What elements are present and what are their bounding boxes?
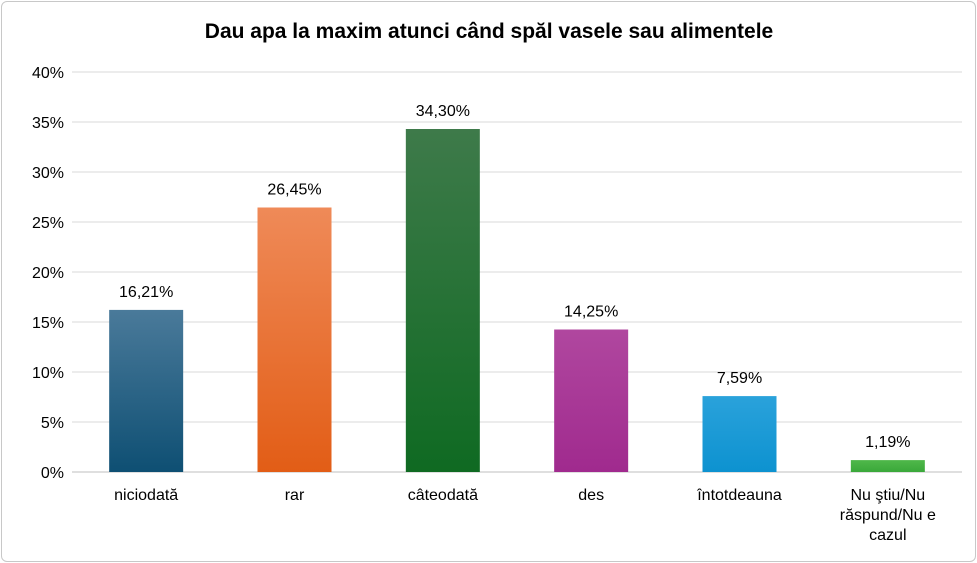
data-label: 14,25%	[564, 304, 618, 321]
x-axis-categories: niciodată rar câteodată des întotdeauna Nu şt…	[114, 487, 936, 544]
chart-title: Dau apa la maxim atunci când spăl vasele…	[205, 20, 773, 43]
y-tick-label: 40%	[32, 65, 64, 82]
category-label: rar	[285, 487, 305, 504]
bar	[109, 309, 184, 472]
data-label: 16,21%	[119, 284, 173, 301]
bar	[554, 329, 629, 472]
category-label: niciodată	[114, 487, 178, 504]
category-label: des	[578, 487, 604, 504]
bar	[702, 396, 777, 472]
data-labels: 16,21% 26,45% 34,30% 14,25% 7,59% 1,19%	[119, 103, 910, 451]
category-label: Nu ştiu/Nu răspund/Nu e cazul	[840, 487, 936, 544]
data-label: 7,59%	[717, 370, 762, 387]
y-tick-label: 25%	[32, 215, 64, 232]
y-tick-label: 5%	[41, 415, 64, 432]
data-label: 26,45%	[267, 182, 321, 199]
y-tick-label: 0%	[41, 465, 64, 482]
bar	[405, 129, 480, 472]
data-label: 34,30%	[416, 103, 470, 120]
y-tick-label: 20%	[32, 265, 64, 282]
category-label: întotdeauna	[696, 487, 782, 504]
gridlines	[72, 71, 962, 473]
y-tick-label: 10%	[32, 365, 64, 382]
y-tick-label: 15%	[32, 315, 64, 332]
y-tick-label: 30%	[32, 165, 64, 182]
y-tick-label: 35%	[32, 115, 64, 132]
bar	[257, 207, 332, 472]
bar	[850, 460, 925, 472]
category-label: câteodată	[408, 487, 478, 504]
y-axis-ticks: 0% 5% 10% 15% 20% 25% 30% 35% 40%	[32, 65, 64, 482]
bars	[109, 129, 925, 472]
data-label: 1,19%	[865, 434, 910, 451]
